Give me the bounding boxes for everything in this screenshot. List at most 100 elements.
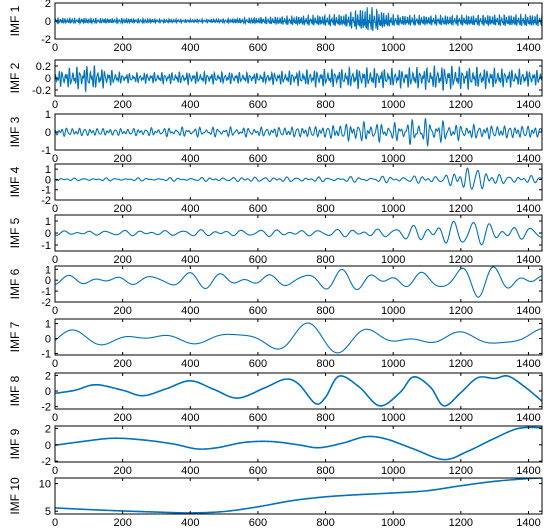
- x-tick-label: 600: [249, 305, 267, 317]
- x-tick-label: 600: [249, 412, 267, 424]
- x-tick-label: 0: [52, 42, 58, 54]
- x-tick-label: 1200: [449, 517, 473, 529]
- imf-8-series-line: [55, 374, 542, 407]
- y-tick-label: -1: [41, 185, 51, 197]
- x-tick-label: 1200: [449, 412, 473, 424]
- y-tick-label: -1: [41, 286, 51, 298]
- x-tick-label: 1000: [381, 254, 405, 266]
- imf-1-ylabel: IMF 1: [8, 5, 22, 36]
- x-tick-label: 800: [316, 99, 334, 111]
- x-tick-label: 600: [249, 465, 267, 477]
- x-tick-label: 400: [181, 358, 199, 370]
- imf-7-axes-box: [54, 318, 543, 356]
- imf-panel-10: 0 200 400 600 800 1000 1200 1400 10 5 IMF 10: [8, 477, 543, 529]
- x-tick-label: 1200: [449, 99, 473, 111]
- x-tick-label: 1400: [516, 203, 540, 215]
- x-tick-label: 1000: [381, 99, 405, 111]
- x-tick-label: 400: [181, 203, 199, 215]
- x-tick-label: 1400: [516, 153, 540, 165]
- x-tick-label: 200: [113, 153, 131, 165]
- x-tick-label: 1200: [449, 465, 473, 477]
- x-tick-label: 1200: [449, 153, 473, 165]
- imf-5-series-line: [55, 220, 542, 246]
- x-tick-label: 200: [113, 99, 131, 111]
- imf-4-ylabel: IMF 4: [8, 166, 22, 197]
- y-tick-label: 0: [45, 386, 51, 398]
- x-tick-label: 1000: [381, 465, 405, 477]
- x-tick-label: 1400: [516, 305, 540, 317]
- imf-7-series-line: [55, 322, 542, 354]
- y-tick-label: 1: [45, 109, 51, 121]
- imf-2-ylabel: IMF 2: [8, 62, 22, 93]
- x-tick-label: 200: [113, 42, 131, 54]
- x-tick-label: 0: [52, 99, 58, 111]
- x-tick-label: 600: [249, 358, 267, 370]
- x-tick-label: 1000: [381, 412, 405, 424]
- x-tick-label: 200: [113, 305, 131, 317]
- y-tick-label: 1: [45, 264, 51, 276]
- y-tick-label: -1: [41, 240, 51, 252]
- imf-10-axes-box: [54, 477, 543, 515]
- x-tick-label: 0: [52, 254, 58, 266]
- x-tick-label: 1400: [516, 465, 540, 477]
- x-tick-label: 400: [181, 99, 199, 111]
- y-tick-label: 2: [45, 423, 51, 435]
- x-tick-label: 800: [316, 517, 334, 529]
- x-tick-label: 1200: [449, 358, 473, 370]
- y-tick-label: -1: [41, 349, 51, 361]
- x-tick-label: 600: [249, 99, 267, 111]
- x-tick-label: 400: [181, 153, 199, 165]
- imf-3-series-line: [55, 117, 542, 148]
- x-tick-label: 1000: [381, 153, 405, 165]
- imf-2-series-line: [55, 65, 542, 93]
- y-tick-label: -2: [41, 456, 51, 468]
- y-tick-label: 2: [45, 0, 51, 10]
- x-tick-label: 1400: [516, 42, 540, 54]
- x-tick-label: 400: [181, 465, 199, 477]
- imf-3-ylabel: IMF 3: [8, 116, 22, 147]
- y-tick-label: -1: [41, 145, 51, 157]
- imf-1-series-line: [55, 7, 542, 32]
- x-tick-label: 0: [52, 465, 58, 477]
- x-tick-label: 1000: [381, 517, 405, 529]
- imf-9-axes-box: [54, 425, 543, 463]
- x-tick-label: 600: [249, 153, 267, 165]
- imf-10-ylabel: IMF 10: [8, 477, 22, 515]
- x-tick-label: 200: [113, 465, 131, 477]
- y-tick-label: 0: [45, 127, 51, 139]
- imf-10-series-line: [55, 478, 542, 514]
- x-tick-label: 200: [113, 203, 131, 215]
- x-tick-label: 0: [52, 517, 58, 529]
- imf-4-axes-box: [54, 163, 543, 201]
- x-tick-label: 200: [113, 412, 131, 424]
- x-tick-label: 1200: [449, 254, 473, 266]
- x-tick-label: 400: [181, 412, 199, 424]
- x-tick-label: 800: [316, 254, 334, 266]
- x-tick-label: 1000: [381, 358, 405, 370]
- imf-9-series-line: [55, 426, 542, 461]
- y-tick-label: 0.2: [36, 61, 51, 73]
- y-tick-label: 0: [45, 174, 51, 186]
- y-tick-label: 5: [45, 506, 51, 518]
- x-tick-label: 600: [249, 203, 267, 215]
- x-tick-label: 1000: [381, 42, 405, 54]
- y-tick-label: -2: [41, 402, 51, 414]
- x-tick-label: 1200: [449, 305, 473, 317]
- x-tick-label: 600: [249, 42, 267, 54]
- imf-6-ylabel: IMF 6: [8, 268, 22, 299]
- x-tick-label: 800: [316, 42, 334, 54]
- x-tick-label: 1400: [516, 99, 540, 111]
- x-tick-label: 200: [113, 517, 131, 529]
- x-tick-label: 200: [113, 358, 131, 370]
- x-tick-label: 1200: [449, 203, 473, 215]
- y-tick-label: 0: [45, 440, 51, 452]
- x-tick-label: 600: [249, 517, 267, 529]
